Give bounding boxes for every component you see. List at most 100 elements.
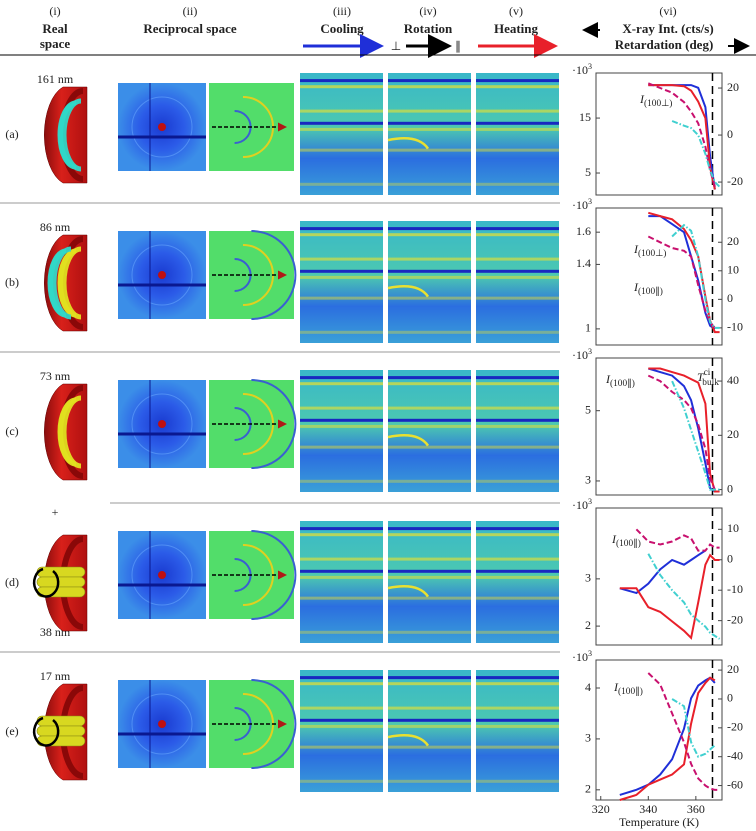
heatmap-band bbox=[300, 682, 383, 686]
heatmap bbox=[388, 370, 471, 492]
heatmap-band bbox=[388, 596, 471, 600]
y2-tick-label: 0 bbox=[727, 481, 733, 495]
heatmap bbox=[300, 221, 383, 343]
heatmap-band bbox=[476, 557, 559, 561]
heatmap-band bbox=[388, 557, 471, 561]
heatmap-line bbox=[476, 376, 559, 380]
series-line bbox=[647, 374, 716, 491]
heatmap-band bbox=[476, 182, 559, 186]
series-line bbox=[619, 676, 716, 796]
row-label: (e) bbox=[5, 724, 18, 738]
simulation-arc bbox=[251, 379, 297, 469]
y2-tick-label: 0 bbox=[727, 127, 733, 141]
heatmap-band bbox=[300, 575, 383, 579]
model-rod bbox=[36, 715, 86, 727]
heatmap-band bbox=[300, 557, 383, 561]
y2-tick-label: -10 bbox=[727, 582, 743, 596]
y-tick-label: 15 bbox=[579, 110, 591, 124]
y-multiplier-exp: 3 bbox=[588, 649, 592, 658]
heatmap-band bbox=[388, 296, 471, 300]
model-lamella bbox=[58, 399, 73, 465]
heatmap-band bbox=[300, 706, 383, 710]
model-lamella bbox=[48, 250, 63, 316]
heatmap-band bbox=[300, 85, 383, 89]
heatmap-band bbox=[476, 745, 559, 749]
y2-tick-label: -20 bbox=[727, 720, 743, 734]
heatmap-band bbox=[388, 148, 471, 152]
y2-tick-label: 20 bbox=[727, 427, 739, 441]
simulation-arc bbox=[251, 230, 297, 320]
heatmap-line bbox=[388, 227, 471, 231]
y-multiplier: ·103 bbox=[572, 497, 592, 512]
heatmap-band bbox=[300, 382, 383, 386]
series-line bbox=[647, 235, 716, 329]
rotation-arrow bbox=[32, 567, 60, 598]
heatmap-line bbox=[300, 376, 383, 380]
simulation-arc bbox=[251, 530, 297, 620]
series-line bbox=[619, 553, 720, 640]
heatmap-band bbox=[388, 682, 471, 686]
heatmap-band bbox=[388, 182, 471, 186]
heatmap-band bbox=[300, 424, 383, 428]
heatmap-band bbox=[388, 533, 471, 537]
series-line bbox=[647, 553, 721, 640]
heatmap bbox=[300, 670, 383, 792]
annotation-sub: (100∥) bbox=[616, 538, 641, 549]
direct-beam bbox=[158, 271, 166, 279]
heatmap-band bbox=[300, 275, 383, 279]
y-tick-label: 4 bbox=[585, 680, 591, 694]
heatmap-band bbox=[388, 745, 471, 749]
y-multiplier-exp: 3 bbox=[588, 347, 592, 356]
y2-tick-label: -10 bbox=[727, 320, 743, 334]
heatmap-band bbox=[388, 479, 471, 483]
y-multiplier-base: ·10 bbox=[572, 348, 588, 362]
annotation-sub: bulk bbox=[702, 378, 719, 388]
header: (i) Real space (ii) Reciprocal space (ii… bbox=[0, 4, 756, 58]
series-line bbox=[671, 223, 720, 329]
diffraction-ring bbox=[131, 393, 193, 455]
column-index: (ii) bbox=[183, 4, 198, 18]
heatmap-line bbox=[300, 121, 383, 125]
heatmap-band bbox=[300, 724, 383, 728]
column-index: (iii) bbox=[333, 4, 351, 18]
annotation-sub: (100∥) bbox=[638, 286, 663, 297]
model-rod bbox=[36, 725, 86, 737]
diffraction-ring bbox=[131, 96, 193, 158]
heatmap-band bbox=[476, 382, 559, 386]
heatmap-line bbox=[388, 676, 471, 680]
rotation-arrow bbox=[32, 716, 60, 747]
heatmap-line bbox=[300, 718, 383, 722]
row-label: (d) bbox=[5, 575, 19, 589]
heatmap-line bbox=[476, 718, 559, 722]
heatmap bbox=[476, 670, 559, 792]
heatmap-line bbox=[300, 79, 383, 83]
row-label: (a) bbox=[5, 127, 18, 141]
diffraction-ring bbox=[131, 544, 193, 606]
heatmap bbox=[476, 73, 559, 195]
heatmap-band bbox=[300, 630, 383, 634]
heatmap-band bbox=[300, 148, 383, 152]
symbol: ⊥ bbox=[391, 39, 401, 53]
annotation-sub: (100⊥) bbox=[638, 248, 666, 259]
heatmap-band bbox=[300, 533, 383, 537]
y-multiplier-base: ·10 bbox=[572, 63, 588, 77]
y-tick-label: 1 bbox=[585, 321, 591, 335]
heatmap-band bbox=[476, 445, 559, 449]
heatmap-band bbox=[476, 533, 559, 537]
row-note: + bbox=[52, 505, 59, 519]
y2-tick-label: 0 bbox=[727, 552, 733, 566]
column-index: (iv) bbox=[419, 4, 436, 18]
y-multiplier-base: ·10 bbox=[572, 198, 588, 212]
heatmap-band bbox=[388, 330, 471, 334]
heatmap-line bbox=[388, 718, 471, 722]
heatmap-band bbox=[300, 182, 383, 186]
y2-tick-label: -20 bbox=[727, 612, 743, 626]
column-index: (v) bbox=[509, 4, 523, 18]
heatmap-line bbox=[300, 269, 383, 273]
y-multiplier: ·103 bbox=[572, 649, 592, 664]
size-label: 73 nm bbox=[40, 369, 71, 383]
y-tick-label: 3 bbox=[585, 571, 591, 585]
size-label: 86 nm bbox=[40, 220, 71, 234]
annotation-main: I bbox=[613, 680, 619, 694]
series-line bbox=[671, 120, 721, 188]
